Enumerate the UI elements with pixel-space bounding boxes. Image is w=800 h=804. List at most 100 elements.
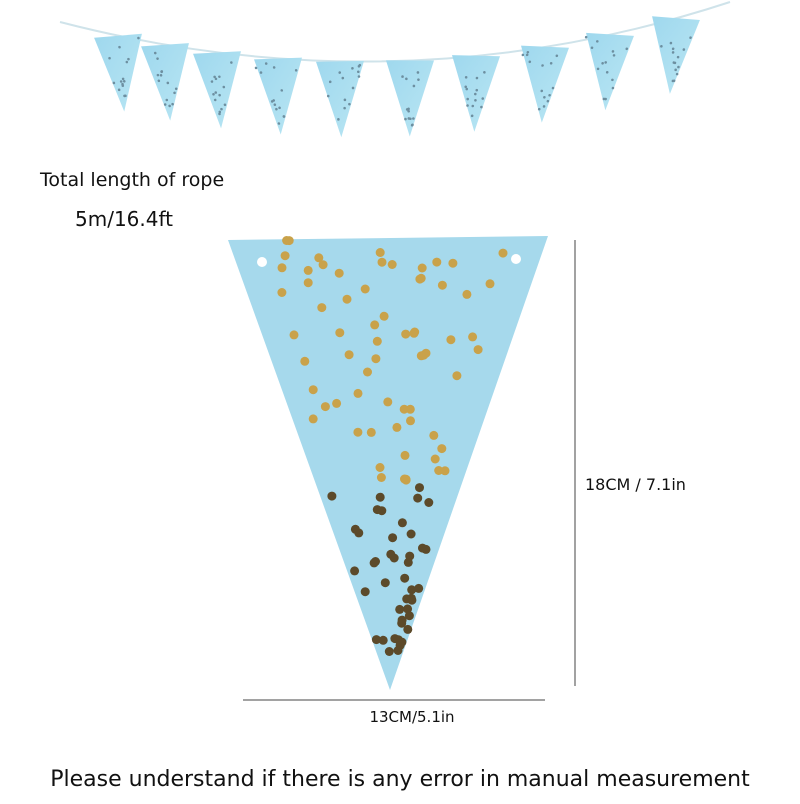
flag-dot [218, 110, 222, 114]
flag-dot [165, 98, 169, 102]
gold-dot [378, 635, 388, 645]
flag [521, 45, 569, 123]
flag-shape [521, 45, 569, 123]
flag-shape [94, 33, 142, 112]
flag-dot [213, 98, 217, 102]
flag-dot [213, 75, 216, 79]
flag-shape [652, 16, 700, 94]
gold-dot [401, 329, 411, 339]
gold-dot [416, 351, 426, 361]
flag-dot [122, 79, 126, 83]
gold-dot [342, 294, 352, 304]
flag-dot [541, 64, 544, 67]
flag [316, 60, 364, 138]
flag-dot [525, 53, 529, 57]
gold-dot [401, 474, 411, 484]
flag-dot [159, 74, 163, 77]
flag-dot [612, 54, 616, 57]
gold-dot [403, 604, 413, 614]
flag-dot [660, 45, 663, 48]
flag-dot [214, 91, 218, 94]
gold-dot [335, 328, 345, 338]
gold-dot [371, 635, 381, 645]
flag-dot [471, 104, 475, 108]
flag-dot [537, 107, 541, 111]
flag-dot [464, 85, 468, 89]
bunting [94, 16, 700, 138]
flag-dot [543, 96, 546, 99]
flag-dot [156, 73, 160, 77]
flag [254, 57, 302, 135]
gold-dot [404, 611, 414, 621]
gold-dot [403, 624, 413, 634]
flag-dot [166, 81, 170, 85]
flag-dot [669, 41, 673, 45]
flag-dot [282, 115, 286, 118]
flag [452, 55, 500, 132]
flag-dot [672, 79, 676, 83]
gold-dot [375, 248, 385, 257]
flag-shape [386, 60, 434, 137]
flag-dot [137, 36, 140, 40]
gold-dot [372, 336, 382, 346]
gold-dot [363, 367, 372, 377]
gold-dot [334, 268, 344, 278]
flag-dot [254, 66, 258, 70]
gold-dot [407, 585, 417, 595]
flag-dot [127, 57, 130, 61]
flag-dot [542, 105, 546, 108]
flag-dot [278, 106, 281, 110]
gold-dot [406, 416, 415, 426]
flag-dot [277, 122, 281, 125]
flag-dot [405, 77, 408, 81]
flag-dot [407, 109, 410, 113]
gold-dot [370, 320, 380, 330]
width-label: 13CM/5.1in [369, 708, 454, 726]
flag-dot [602, 97, 606, 101]
hole [511, 254, 521, 264]
gold-dot [375, 463, 385, 472]
gold-dot [320, 402, 330, 412]
flag-dot [548, 93, 551, 97]
gold-dot [437, 280, 447, 290]
flag-dot [174, 87, 178, 91]
gold-dot [308, 385, 318, 395]
gold-dot [344, 350, 354, 360]
flag-dot [171, 102, 174, 106]
flag-dot [125, 60, 129, 64]
flag-dot [465, 87, 469, 91]
gold-dot [300, 356, 310, 366]
flag-dot [676, 55, 680, 59]
flag-dot [412, 84, 416, 88]
flag-dot [351, 86, 355, 90]
flag-dot [611, 78, 614, 82]
flag-dot [611, 86, 615, 90]
flag-dot [526, 50, 530, 54]
flag-dot [212, 93, 215, 96]
gold-dot [327, 491, 337, 501]
gold-dot [282, 236, 292, 245]
gold-dot [353, 427, 363, 437]
gold-dot [395, 604, 405, 614]
flag-dot [407, 107, 410, 111]
gold-dot [303, 278, 313, 288]
gold-dot [353, 388, 363, 398]
rope-length: 5m/16.4ft [75, 207, 173, 231]
flag-dot [218, 93, 221, 97]
flag-dot [551, 86, 555, 90]
flag-dot [611, 50, 615, 53]
flag-dot [584, 35, 588, 39]
gold-dot [432, 257, 442, 267]
gold-dot [429, 430, 439, 440]
flag-dot [294, 69, 298, 72]
flag-dot [121, 77, 125, 81]
flag-dot [540, 89, 544, 93]
gold-dot [416, 273, 426, 283]
gold-dot [366, 427, 376, 437]
flag-dot [218, 75, 221, 79]
flag-dot [222, 85, 226, 89]
gold-dot [360, 284, 370, 294]
flag [94, 33, 142, 112]
flag-dot [475, 76, 479, 80]
